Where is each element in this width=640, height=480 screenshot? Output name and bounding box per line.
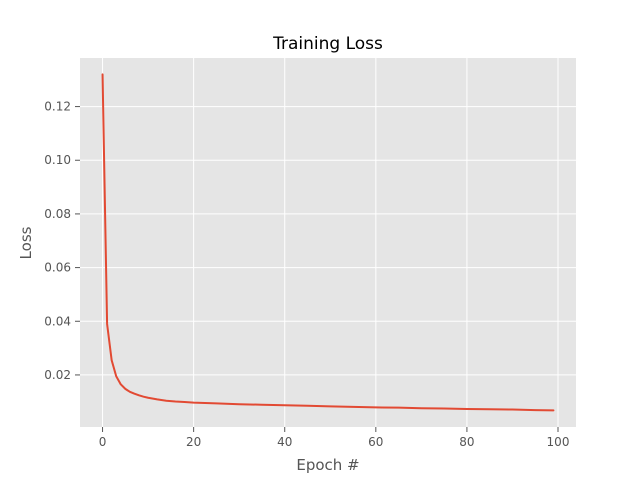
y-tick-label: 0.04 [44,314,71,328]
plot-area [80,58,576,427]
y-tick-label: 0.08 [44,207,71,221]
y-tick-label: 0.06 [44,261,71,275]
grid-lines [80,58,576,427]
x-tick-label: 60 [368,435,383,449]
chart-title: Training Loss [272,34,383,54]
x-tick-label: 20 [186,435,201,449]
series-layer [101,73,555,412]
x-axis-label: Epoch # [296,456,359,474]
y-tick-label: 0.12 [44,100,71,114]
x-axis-ticks: 0 20 40 60 80 100 [99,427,570,449]
y-tick-label: 0.10 [44,153,71,167]
loss-series-line [101,73,555,412]
x-tick-label: 80 [459,435,474,449]
y-tick-label: 0.02 [44,368,71,382]
x-tick-label: 100 [547,435,570,449]
y-axis-ticks: 0.02 0.04 0.06 0.08 0.10 0.12 [44,100,80,382]
x-tick-label: 40 [277,435,292,449]
y-axis-label: Loss [17,226,35,259]
x-tick-label: 0 [99,435,107,449]
